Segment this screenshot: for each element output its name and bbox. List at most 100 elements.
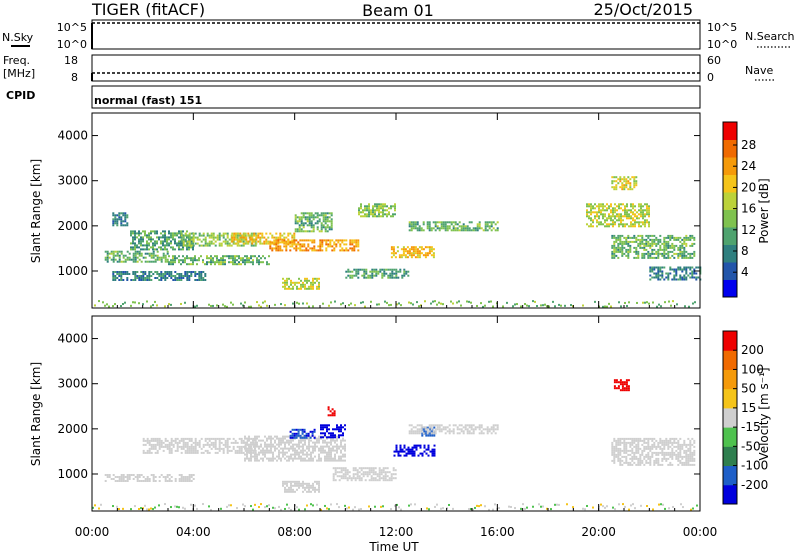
data-cell bbox=[248, 240, 251, 243]
data-cell bbox=[160, 232, 162, 235]
data-cell bbox=[242, 445, 245, 448]
data-cell bbox=[277, 241, 280, 244]
data-cell bbox=[378, 203, 380, 206]
data-cell bbox=[186, 248, 188, 251]
data-cell bbox=[474, 426, 477, 429]
data-cell bbox=[685, 266, 688, 269]
data-cell bbox=[296, 506, 298, 509]
data-cell bbox=[138, 476, 141, 478]
data-cell bbox=[270, 457, 272, 460]
data-cell bbox=[355, 241, 358, 244]
data-cell bbox=[186, 279, 189, 281]
data-cell bbox=[120, 277, 123, 279]
data-cell bbox=[380, 215, 382, 218]
data-cell bbox=[673, 246, 676, 249]
data-cell bbox=[259, 242, 262, 245]
data-cell bbox=[286, 482, 288, 485]
data-cell bbox=[136, 474, 139, 476]
data-cell bbox=[628, 301, 630, 304]
data-cell bbox=[632, 203, 634, 206]
data-cell bbox=[308, 305, 310, 308]
data-cell bbox=[554, 305, 556, 308]
data-cell bbox=[334, 453, 336, 456]
data-cell bbox=[304, 285, 306, 288]
data-cell bbox=[430, 428, 433, 431]
data-cell bbox=[284, 457, 286, 460]
data-cell bbox=[484, 221, 487, 224]
data-cell bbox=[692, 507, 694, 510]
data-cell bbox=[222, 303, 224, 306]
data-cell bbox=[240, 257, 242, 260]
data-cell bbox=[134, 250, 137, 253]
data-region bbox=[142, 437, 257, 454]
data-cell bbox=[322, 216, 325, 219]
data-cell bbox=[598, 205, 600, 208]
data-cell bbox=[404, 256, 407, 259]
data-cell bbox=[687, 238, 690, 241]
data-cell bbox=[170, 263, 172, 266]
data-cell bbox=[613, 453, 616, 456]
data-cell bbox=[448, 432, 451, 435]
data-cell bbox=[406, 256, 409, 259]
data-cell bbox=[302, 457, 304, 460]
data-cell bbox=[232, 447, 235, 450]
data-cell bbox=[375, 274, 378, 277]
data-cell bbox=[590, 219, 592, 222]
data-cell bbox=[394, 209, 396, 212]
data-cell bbox=[615, 447, 618, 450]
data-cell bbox=[378, 477, 381, 480]
data-cell bbox=[649, 244, 652, 247]
data-cell bbox=[158, 445, 161, 448]
data-cell bbox=[242, 259, 244, 262]
data-cell bbox=[621, 244, 624, 247]
data-cell bbox=[358, 211, 360, 214]
data-cell bbox=[629, 250, 632, 253]
data-cell bbox=[309, 239, 312, 242]
data-cell bbox=[112, 224, 115, 227]
data-cell bbox=[316, 437, 318, 440]
data-cell bbox=[239, 236, 242, 239]
data-cell bbox=[146, 449, 149, 452]
data-cell bbox=[675, 244, 678, 247]
data-cell bbox=[301, 243, 304, 246]
data-cell bbox=[620, 219, 622, 222]
data-cell bbox=[252, 445, 255, 448]
data-cell bbox=[613, 385, 616, 388]
data-cell bbox=[644, 203, 646, 206]
data-cell bbox=[360, 467, 363, 470]
data-cell bbox=[608, 213, 610, 216]
data-cell bbox=[116, 252, 119, 255]
data-cell bbox=[598, 207, 600, 210]
data-cell bbox=[198, 238, 201, 241]
data-cell bbox=[689, 439, 692, 442]
data-cell bbox=[414, 246, 417, 249]
data-cell bbox=[120, 480, 123, 482]
data-cell bbox=[244, 261, 246, 264]
data-cell bbox=[330, 212, 333, 215]
data-cell bbox=[382, 471, 385, 474]
data-cell bbox=[640, 211, 642, 214]
data-cell bbox=[394, 203, 396, 206]
data-cell bbox=[348, 475, 351, 478]
data-cell bbox=[312, 484, 314, 487]
data-cell bbox=[282, 455, 284, 458]
data-cell bbox=[667, 278, 670, 281]
data-cell bbox=[192, 238, 195, 241]
data-cell bbox=[661, 447, 664, 450]
data-cell bbox=[310, 216, 313, 219]
data-cell bbox=[685, 272, 688, 275]
data-cell bbox=[651, 445, 654, 448]
data-cell bbox=[433, 448, 436, 451]
data-cell bbox=[659, 248, 662, 251]
data-cell bbox=[637, 441, 640, 444]
data-cell bbox=[615, 184, 618, 187]
data-cell bbox=[226, 439, 229, 442]
data-cell bbox=[395, 450, 398, 453]
data-cell bbox=[289, 249, 292, 252]
data-cell bbox=[659, 439, 662, 442]
data-cell bbox=[642, 301, 644, 304]
data-cell bbox=[683, 461, 686, 464]
data-cell bbox=[641, 453, 644, 456]
data-cell bbox=[624, 211, 626, 214]
data-cell bbox=[496, 426, 499, 429]
